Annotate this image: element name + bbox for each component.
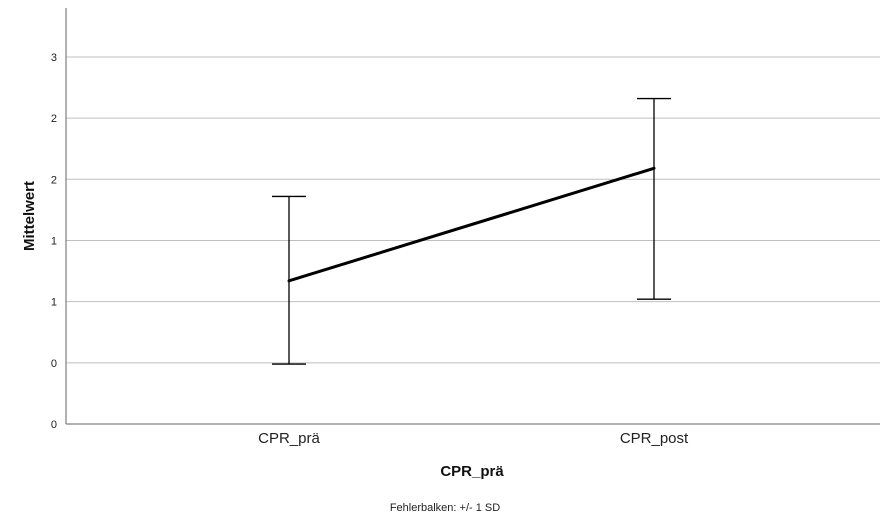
x-tick-label: CPR_post (620, 430, 689, 447)
x-tick-label: CPR_prä (258, 430, 320, 447)
grid-lines (66, 56, 880, 364)
footnote: Fehlerbalken: +/- 1 SD (390, 502, 500, 514)
axes (65, 8, 880, 425)
x-axis-title: CPR_prä (440, 463, 504, 480)
data-point (652, 166, 656, 170)
x-tick-labels: CPR_prä CPR_post (258, 430, 689, 447)
series-line (288, 166, 655, 283)
y-axis-title: Mittelwert (21, 181, 38, 251)
y-tick-label: 0 (51, 358, 57, 370)
error-bars (272, 97, 671, 365)
data-point (287, 279, 291, 283)
y-tick-label: 2 (51, 174, 57, 186)
y-tick-label: 2 (51, 113, 57, 125)
y-tick-label: 1 (51, 297, 57, 309)
y-tick-label: 0 (51, 419, 57, 431)
y-tick-labels: 0 0 1 1 2 2 3 (51, 52, 57, 431)
y-tick-label: 3 (51, 52, 57, 64)
series-line-group (287, 166, 656, 283)
y-tick-label: 1 (51, 235, 57, 247)
